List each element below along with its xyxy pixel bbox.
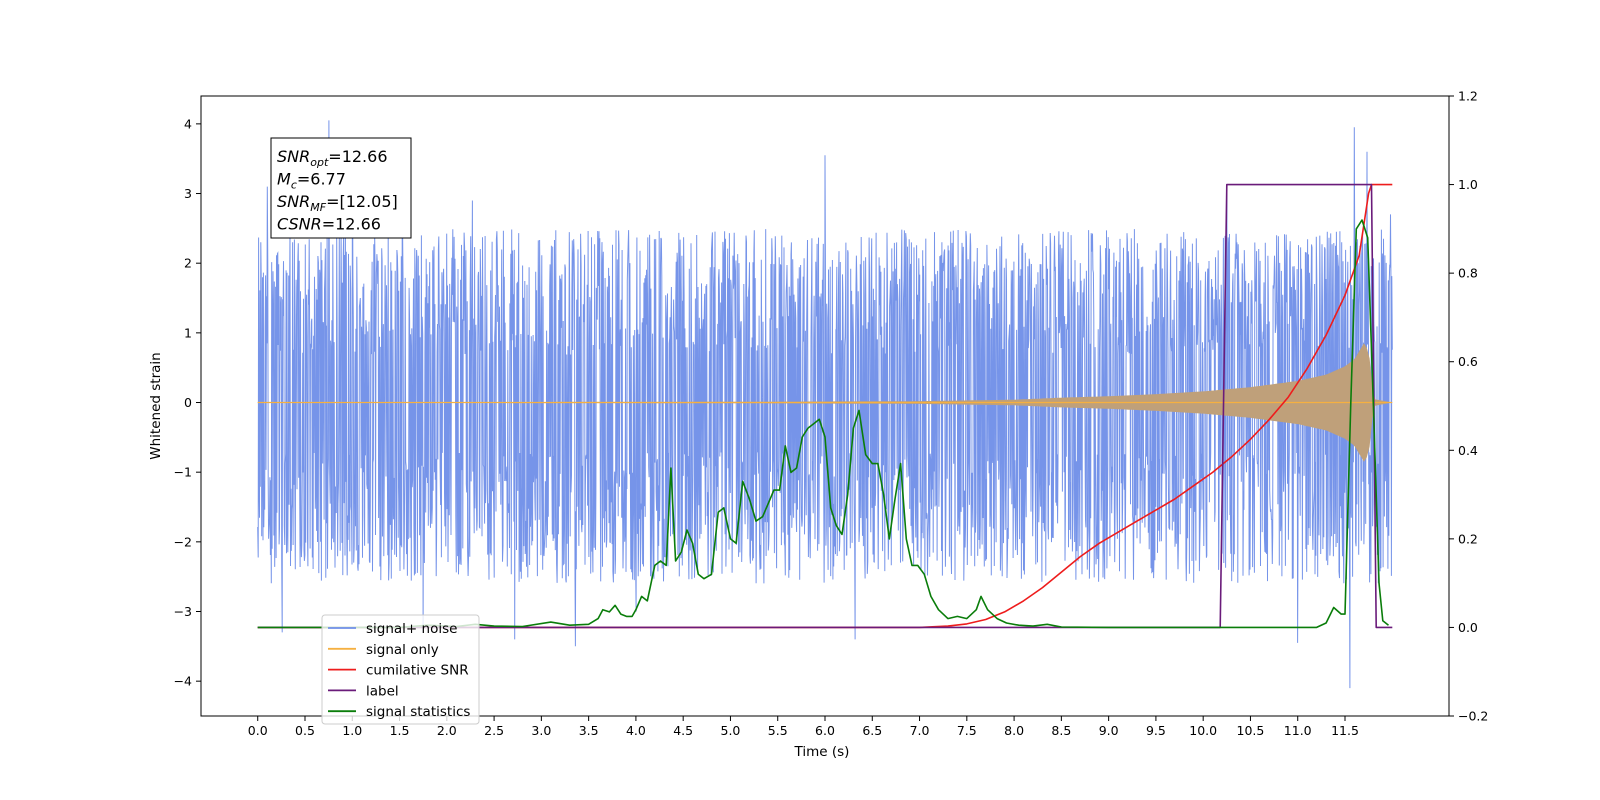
annotation-line: CSNR=12.66 [277,215,381,234]
legend-label: label [366,683,399,699]
y-tick-label: −4 [174,674,192,689]
annotation-line: Mc=6.77 [277,170,346,192]
x-tick-label: 11.5 [1331,723,1359,738]
y-axis-left: −4 −3 −2 −1 0 1 2 3 4 [174,116,201,689]
legend-frame [321,614,480,725]
x-tick-label: 11.0 [1284,723,1312,738]
x-tick-label: 8.0 [1004,723,1024,738]
y2-tick-label: 1.2 [1458,89,1478,104]
plot-area [257,120,1393,689]
x-tick-label: 1.5 [390,723,410,738]
y2-tick-label: 0.0 [1458,620,1478,635]
x-tick-label: 3.5 [579,723,599,738]
x-tick-label: 10.0 [1189,723,1217,738]
x-tick-label: 2.0 [437,723,457,738]
x-tick-label: 8.5 [1051,723,1071,738]
x-tick-label: 5.0 [721,723,741,738]
y2-tick-label: 0.8 [1458,266,1478,281]
series-signal-noise-line [257,120,1393,689]
x-tick-label: 2.5 [484,723,504,738]
x-tick-label: 10.5 [1237,723,1265,738]
y2-tick-label: 0.4 [1458,443,1478,458]
x-tick-label: 7.0 [910,723,930,738]
x-tick-label: 4.0 [626,723,646,738]
legend-label: signal only [366,642,439,658]
y-axis-title: Whitened strain [148,352,164,459]
x-tick-label: 9.5 [1146,723,1166,738]
x-tick-label: 6.0 [815,723,835,738]
x-tick-label: 1.0 [342,723,362,738]
y-tick-label: −1 [174,465,192,480]
x-tick-label: 4.5 [673,723,693,738]
y-tick-label: 4 [184,116,192,131]
y-tick-label: 2 [184,256,192,271]
series-signal-statistics-line [257,219,1389,629]
x-tick-label: 0.5 [295,723,315,738]
y-tick-label: 0 [184,395,192,410]
y2-tick-label: 0.2 [1458,531,1478,546]
x-tick-label: 6.5 [862,723,882,738]
x-tick-label: 0.0 [248,723,268,738]
x-tick-label: 5.5 [768,723,788,738]
legend: signal+ noise signal only cumilative SNR la… [321,614,480,725]
x-tick-label: 9.0 [1099,723,1119,738]
annotation-box: SNRopt=12.66Mc=6.77SNRMF=[12.05]CSNR=12.… [270,137,412,239]
legend-label: signal+ noise [366,621,457,637]
x-axis: 0.0 0.5 1.0 1.5 2.0 2.5 3.0 3.5 4.0 4.5 5.0 5.5 6.0 6… [248,716,1359,738]
legend-label: cumilative SNR [366,663,469,679]
y-axis-right: −0.2 0.0 0.2 0.4 0.6 0.8 1.0 1.2 [1449,89,1488,724]
y-tick-label: 3 [184,186,192,201]
annotation-line: SNRopt=12.66 [277,147,388,169]
x-tick-label: 3.0 [531,723,551,738]
y-tick-label: 1 [184,325,192,340]
x-axis-title: Time (s) [794,744,850,760]
y2-tick-label: 1.0 [1458,177,1478,192]
y2-tick-label: −0.2 [1458,709,1488,724]
annotation-line: SNRMF=[12.05] [277,192,398,214]
y-tick-label: −2 [174,534,192,549]
legend-label: signal statistics [366,704,470,720]
x-tick-label: 7.5 [957,723,977,738]
y2-tick-label: 0.6 [1458,354,1478,369]
y-tick-label: −3 [174,604,192,619]
